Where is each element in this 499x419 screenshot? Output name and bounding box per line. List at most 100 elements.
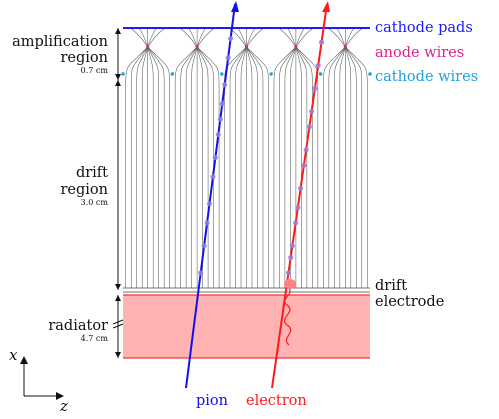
anode-wire: [244, 45, 249, 49]
field-line: [196, 46, 209, 288]
amplification-size: 0.7 cm: [81, 66, 109, 75]
field-line: [345, 46, 368, 288]
field-line: [345, 46, 352, 288]
field-line: [125, 46, 148, 288]
cathode-wire: [269, 72, 273, 76]
ionisation-cluster: [217, 116, 223, 122]
z-axis-label: z: [59, 397, 68, 415]
field-line: [273, 46, 297, 288]
field-line: [246, 46, 269, 288]
transition-radiation-photon: [284, 287, 292, 346]
field-line: [246, 46, 253, 288]
field-line: [345, 46, 357, 288]
ionisation-cluster: [303, 147, 309, 153]
field-line: [229, 27, 247, 48]
ionisation-cluster: [210, 174, 216, 180]
field-line: [147, 27, 166, 48]
cathode-wire: [318, 72, 323, 76]
field-line: [345, 27, 363, 48]
pion-track: [185, 3, 236, 389]
cathode-wire: [170, 72, 175, 76]
ionisation-cluster: [204, 220, 210, 226]
field-line: [284, 46, 297, 288]
photon-absorption-cluster: [284, 279, 296, 289]
drift-electrode-label-line1: drift: [375, 278, 407, 294]
field-line: [196, 46, 220, 288]
ionisation-cluster: [201, 243, 207, 249]
field-line: [323, 46, 346, 288]
cathode-wire: [220, 72, 224, 76]
cathode-wires-label: cathode wires: [375, 69, 478, 85]
field-line: [174, 46, 198, 288]
anode-wire: [195, 45, 199, 49]
radiator-size: 4.7 cm: [81, 334, 109, 343]
cathode-wires: [121, 72, 372, 76]
cathode-wire: [368, 72, 372, 76]
field-line: [345, 27, 355, 48]
field-line: [138, 27, 148, 48]
radiator-break-mark: [112, 319, 124, 325]
ionisation-cluster: [289, 243, 295, 249]
anode-wire: [294, 45, 298, 49]
field-line: [130, 46, 148, 288]
field-line: [336, 27, 346, 48]
field-line: [185, 46, 198, 288]
field-line: [290, 46, 297, 288]
field-line: [180, 46, 198, 288]
ionisation-cluster: [215, 131, 221, 138]
z-axis-arrowhead: [56, 392, 64, 400]
field-line: [246, 46, 264, 288]
cathode-pads-label: cathode pads: [375, 20, 473, 36]
field-line: [328, 46, 346, 288]
pion-arrowhead: [231, 1, 239, 12]
field-line: [295, 27, 314, 48]
field-line: [147, 46, 154, 288]
field-line: [229, 46, 247, 288]
ionisation-cluster: [227, 35, 234, 42]
ionisation-cluster: [293, 220, 299, 226]
ionisation-cluster: [306, 124, 312, 130]
ionisation-cluster: [298, 185, 304, 191]
field-line: [327, 27, 346, 48]
ionisation-cluster: [295, 204, 301, 211]
field-line: [339, 46, 346, 288]
field-line: [191, 46, 198, 288]
field-line: [196, 27, 206, 48]
field-line: [147, 27, 157, 48]
field-line: [279, 46, 297, 288]
field-line: [345, 46, 363, 288]
amplification-label-line2: region: [60, 50, 108, 66]
field-line: [278, 27, 297, 48]
field-line: [196, 27, 215, 48]
field-line: [287, 27, 297, 48]
x-axis-arrowhead: [20, 356, 28, 364]
field-line: [246, 27, 264, 48]
ionisation-cluster: [318, 39, 325, 46]
drift-region-label-line1: drift: [76, 165, 108, 181]
field-line: [179, 27, 198, 48]
ionisation-cluster: [288, 254, 294, 261]
ionisation-cluster: [219, 101, 225, 107]
ionisation-clusters: [198, 35, 325, 276]
field-line: [136, 46, 148, 288]
field-line: [237, 27, 247, 48]
field-line: [141, 46, 148, 288]
ionisation-cluster: [315, 62, 321, 69]
field-line: [240, 46, 247, 288]
ionisation-cluster: [301, 162, 307, 168]
field-line: [188, 27, 198, 48]
anode-wire: [343, 45, 347, 49]
radiator-label: radiator: [48, 318, 108, 334]
radiator-arrowhead-top: [115, 295, 121, 301]
ionisation-cluster: [206, 201, 213, 207]
field-line: [196, 46, 203, 288]
radiator-break-mark-2: [112, 323, 124, 329]
field-line: [334, 46, 346, 288]
field-line: [196, 46, 214, 288]
x-axis-label: x: [9, 346, 18, 364]
field-line: [246, 27, 256, 48]
ionisation-cluster: [222, 82, 228, 88]
field-line: [246, 46, 258, 288]
